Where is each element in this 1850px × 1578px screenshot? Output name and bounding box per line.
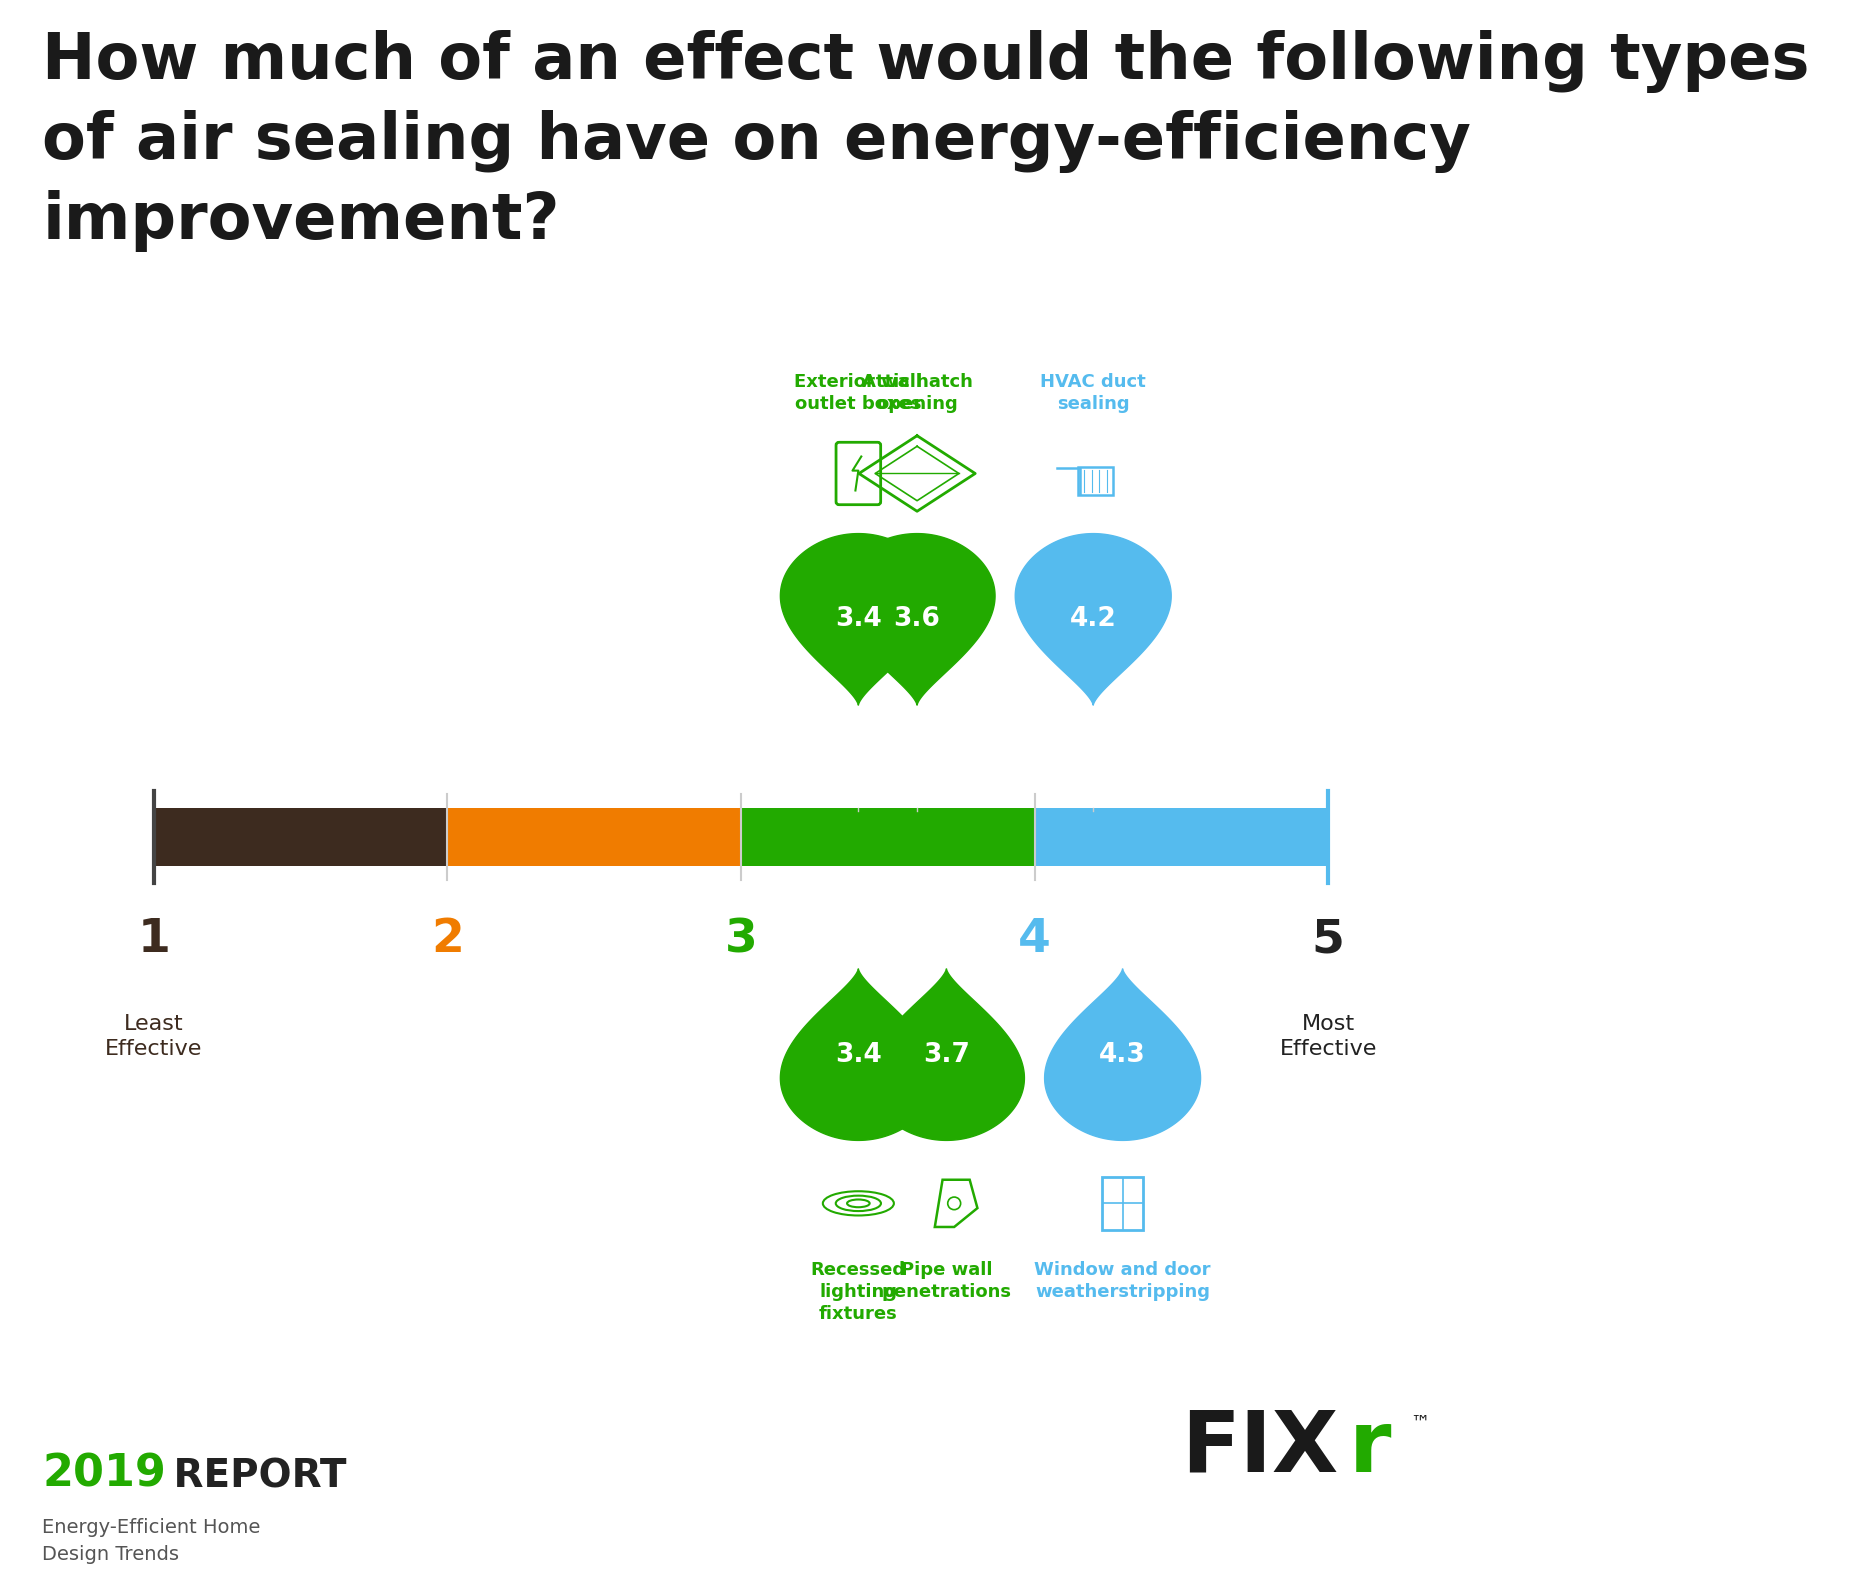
Text: Least
Effective: Least Effective [105, 1015, 202, 1059]
Text: 2019: 2019 [43, 1452, 166, 1496]
Text: Window and door
weatherstripping: Window and door weatherstripping [1034, 1261, 1212, 1300]
Text: ™: ™ [1410, 1414, 1430, 1433]
Text: 1: 1 [137, 917, 170, 963]
Polygon shape [840, 533, 995, 705]
Bar [1034, 808, 1328, 866]
Text: r: r [1349, 1406, 1391, 1490]
Polygon shape [868, 969, 1025, 1141]
Polygon shape [1045, 969, 1201, 1141]
Text: Pipe wall
penetrations: Pipe wall penetrations [881, 1261, 1012, 1300]
Bar [740, 808, 1034, 866]
Text: Attic hatch
opening: Attic hatch opening [862, 372, 973, 413]
Polygon shape [1016, 533, 1171, 705]
Polygon shape [781, 969, 936, 1141]
Text: How much of an effect would the following types
of air sealing have on energy-ef: How much of an effect would the followin… [43, 30, 1809, 252]
Bar [448, 808, 740, 866]
Text: Energy-Efficient Home
Design Trends: Energy-Efficient Home Design Trends [43, 1518, 261, 1564]
Text: 4.2: 4.2 [1069, 606, 1117, 633]
Text: 3.4: 3.4 [834, 1041, 882, 1068]
Text: 4.3: 4.3 [1099, 1041, 1145, 1068]
Text: 4: 4 [1018, 917, 1051, 963]
Bar [154, 808, 448, 866]
Text: 2: 2 [431, 917, 464, 963]
Polygon shape [781, 533, 936, 705]
Text: FIX: FIX [1182, 1406, 1339, 1490]
Text: HVAC duct
sealing: HVAC duct sealing [1040, 372, 1147, 413]
Text: REPORT: REPORT [159, 1458, 346, 1496]
Text: 3: 3 [725, 917, 757, 963]
Text: Recessed
lighting
fixtures: Recessed lighting fixtures [810, 1261, 906, 1322]
Text: 5: 5 [1312, 917, 1345, 963]
Text: Exterior wall
outlet boxes: Exterior wall outlet boxes [794, 372, 923, 413]
Text: 3.4: 3.4 [834, 606, 882, 633]
Text: 3.6: 3.6 [894, 606, 940, 633]
Text: 3.7: 3.7 [923, 1041, 969, 1068]
Text: Most
Effective: Most Effective [1280, 1015, 1376, 1059]
